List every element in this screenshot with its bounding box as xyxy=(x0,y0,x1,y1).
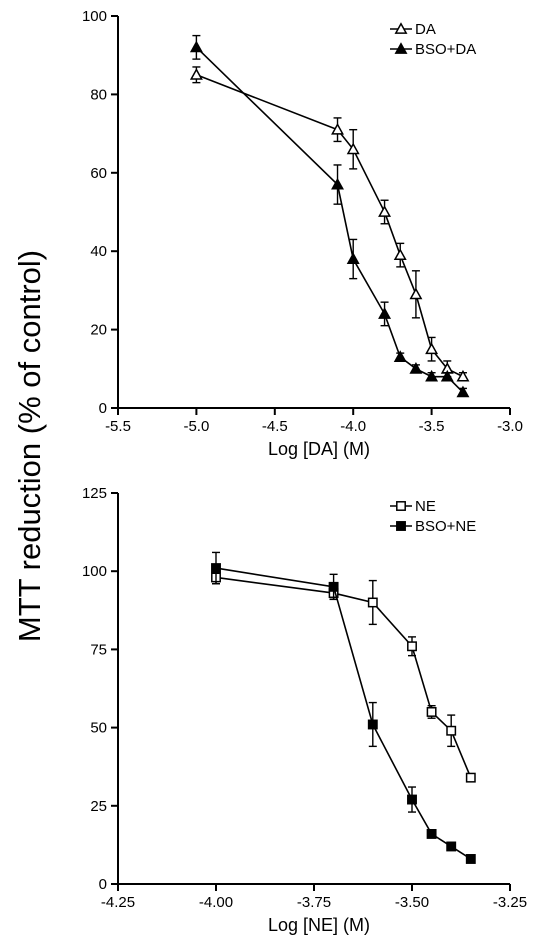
data-point xyxy=(378,205,392,217)
data-point xyxy=(407,794,417,805)
x-tick-label: -3.50 xyxy=(395,894,429,911)
y-tick-label: 20 xyxy=(90,322,107,339)
legend-marker xyxy=(396,501,406,511)
data-point xyxy=(346,142,360,155)
data-point xyxy=(367,719,378,730)
x-tick-label: -4.00 xyxy=(199,894,233,911)
y-tick-label: 50 xyxy=(90,720,107,737)
legend-entry: BSO+NE xyxy=(390,518,476,535)
y-tick-label: 0 xyxy=(99,400,107,417)
x-tick-label: -4.25 xyxy=(101,894,135,911)
y-tick-label: 0 xyxy=(99,876,107,893)
data-point xyxy=(456,385,470,398)
data-point xyxy=(407,641,417,652)
legend-label: BSO+NE xyxy=(415,518,476,535)
data-point xyxy=(409,287,423,300)
data-point xyxy=(465,772,476,783)
data-point xyxy=(331,122,344,135)
y-tick-label: 100 xyxy=(82,8,107,25)
chart-dopamine: 0 20 40 60 80 100 -5.5 -5.0 -4.5 -4.0 -3.5 -3.0 Log … xyxy=(82,8,523,459)
data-point xyxy=(409,362,423,374)
series-da xyxy=(189,66,470,382)
y-tick-label: 40 xyxy=(90,243,107,260)
series-ne xyxy=(211,570,476,783)
y-tick-label: 60 xyxy=(90,165,107,182)
y-tick-label: 75 xyxy=(90,641,107,658)
x-tick-label: -5.0 xyxy=(183,418,209,435)
data-point xyxy=(328,581,339,592)
data-point xyxy=(189,40,203,53)
legend-label: BSO+DA xyxy=(415,41,476,58)
data-point xyxy=(446,841,457,852)
legend-entry: NE xyxy=(390,498,436,515)
shared-y-axis-label: MTT reduction (% of control) xyxy=(12,250,47,642)
data-point xyxy=(425,342,439,355)
legend-entry: DA xyxy=(390,21,436,38)
y-tick-label: 100 xyxy=(82,563,107,580)
legend-marker xyxy=(394,22,408,34)
x-tick-label: -4.5 xyxy=(262,418,288,435)
data-point xyxy=(465,854,476,864)
data-point xyxy=(440,369,454,382)
legend-marker xyxy=(394,42,408,54)
series-line xyxy=(196,74,464,378)
x-tick-label: -3.75 xyxy=(297,894,331,911)
x-tick-label: -4.0 xyxy=(340,418,366,435)
y-tick-label: 80 xyxy=(90,86,107,103)
series-line xyxy=(195,46,464,393)
x-tick-label: -3.25 xyxy=(493,894,527,911)
chart-norepinephrine: 0 25 50 75 100 125 -4.25 -4.00 -3.75 -3.50 -3.25 Lo… xyxy=(82,485,527,935)
y-tick-label: 25 xyxy=(90,798,107,815)
series-line xyxy=(215,576,472,778)
y-tick-label: 125 xyxy=(82,485,107,502)
legend-label: NE xyxy=(415,498,436,515)
data-point xyxy=(393,350,407,362)
x-tick-label: -3.0 xyxy=(497,418,523,435)
data-point xyxy=(446,725,457,736)
data-point xyxy=(426,707,437,717)
data-point xyxy=(189,68,203,80)
legend-marker xyxy=(396,521,406,531)
series-bso-da xyxy=(189,34,470,398)
data-point xyxy=(367,597,378,608)
data-point xyxy=(456,369,470,382)
data-point xyxy=(393,248,407,261)
data-point xyxy=(378,307,392,319)
series-bso-ne xyxy=(211,551,476,864)
legend-label: DA xyxy=(415,21,436,38)
data-point xyxy=(211,563,221,574)
legend-entry: BSO+DA xyxy=(390,41,476,58)
x-axis-label: Log [NE] (M) xyxy=(268,915,370,935)
data-point xyxy=(346,252,360,264)
data-point xyxy=(331,177,344,190)
data-point xyxy=(426,829,437,839)
x-axis-label: Log [DA] (M) xyxy=(268,439,370,459)
x-tick-label: -5.5 xyxy=(105,418,131,435)
data-point xyxy=(425,369,439,382)
x-tick-label: -3.5 xyxy=(419,418,445,435)
